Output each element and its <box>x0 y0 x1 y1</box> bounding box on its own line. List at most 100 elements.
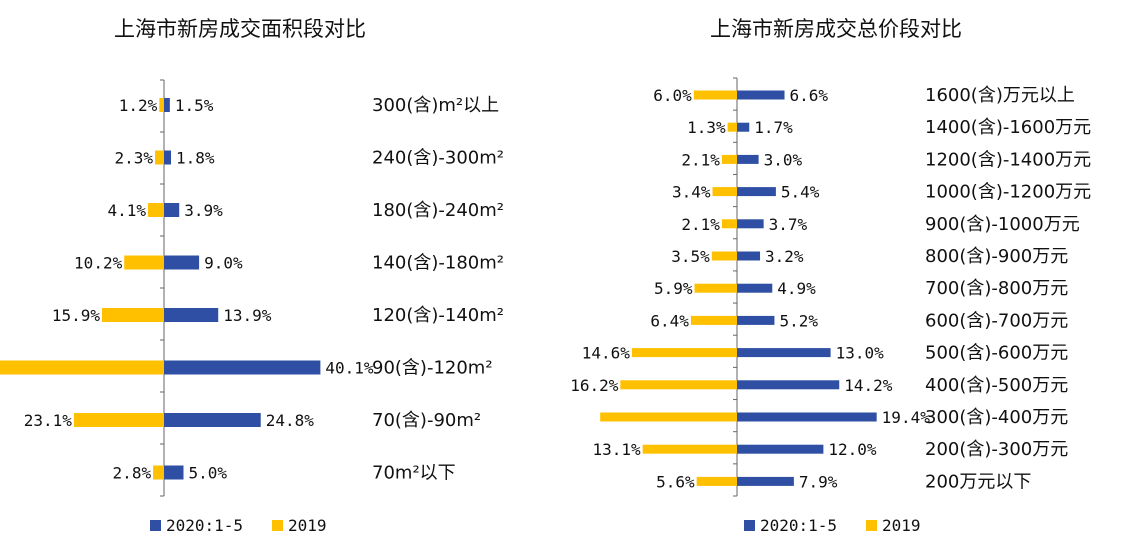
value-label-2019: 3.5% <box>671 247 710 266</box>
value-label-2019: 6.0% <box>653 86 692 105</box>
bar-2019 <box>693 90 737 100</box>
bar-2020 <box>164 465 184 480</box>
value-label-2019: 15.9% <box>52 306 101 325</box>
legend-label-2019: 2019 <box>288 516 327 535</box>
bar-2019 <box>711 251 737 261</box>
bar-2020 <box>164 203 180 217</box>
category-label: 180(含)-240m² <box>372 200 504 221</box>
bar-2020 <box>737 348 831 358</box>
bar-2019 <box>155 150 164 165</box>
category-label: 70(含)-90m² <box>372 410 481 431</box>
category-label: 240(含)-300m² <box>372 148 504 169</box>
bar-2019 <box>631 348 737 358</box>
value-label-2019: 10.2% <box>74 254 123 273</box>
category-label: 800(含)-900万元 <box>925 246 1068 267</box>
value-label-2019: 2.1% <box>681 150 720 169</box>
legend-swatch-2019 <box>272 520 283 531</box>
bar-2019 <box>101 308 164 322</box>
bar-2020 <box>737 380 840 390</box>
legend-label-2020: 2020:1-5 <box>166 516 243 535</box>
category-label: 1400(含)-1600万元 <box>925 117 1091 138</box>
value-label-2019: 5.9% <box>654 279 693 298</box>
category-label: 70m²以下 <box>372 463 456 484</box>
bar-2020 <box>737 412 877 422</box>
value-label-2020: 5.4% <box>781 183 820 202</box>
value-label-2020: 9.0% <box>204 254 243 273</box>
value-label-2020: 24.8% <box>266 411 315 430</box>
value-label-2020: 5.0% <box>189 464 228 483</box>
value-label-2019: 2.3% <box>114 149 153 168</box>
bar-2020 <box>737 283 773 293</box>
bar-2019 <box>642 444 737 454</box>
value-label-2019: 16.2% <box>570 376 619 395</box>
legend-swatch-2019 <box>866 520 877 531</box>
bar-2020 <box>737 444 824 454</box>
value-label-2020: 3.2% <box>765 247 804 266</box>
chart-price-title: 上海市新房成交总价段对比 <box>710 17 962 41</box>
category-label: 1200(含)-1400万元 <box>925 149 1091 170</box>
bar-2019 <box>124 255 164 270</box>
value-label-2020: 3.0% <box>764 150 803 169</box>
value-label-2020: 6.6% <box>790 86 829 105</box>
bar-2020 <box>164 98 170 112</box>
bar-2019 <box>0 360 164 375</box>
legend-swatch-2020 <box>744 520 755 531</box>
bar-2019 <box>727 122 737 132</box>
value-label-2019: 14.6% <box>582 344 631 363</box>
category-label: 90(含)-120m² <box>372 358 493 379</box>
value-label-2019: 6.4% <box>650 311 689 330</box>
bar-2019 <box>690 315 737 325</box>
value-label-2020: 5.2% <box>779 311 818 330</box>
value-label-2020: 19.4% <box>882 408 931 427</box>
bar-2019 <box>148 203 164 217</box>
legend-label-2019: 2019 <box>882 516 921 535</box>
bar-2020 <box>164 360 321 375</box>
category-label: 120(含)-140m² <box>372 305 504 326</box>
bar-2020 <box>737 90 785 100</box>
bar-2019 <box>600 412 737 422</box>
area-chart: 1.5% 1.2% 300(含)m²以上 1.8% 2.3% 240(含)-300m² 3.… <box>0 79 504 535</box>
value-label-2020: 13.9% <box>223 306 272 325</box>
category-label: 900(含)-1000万元 <box>925 214 1080 235</box>
category-label: 1000(含)-1200万元 <box>925 182 1091 203</box>
bar-2020 <box>737 251 761 261</box>
price-chart: 6.6% 6.0% 1600(含)万元以上 1.7% 1.3% 1400(含)-1600万… <box>570 77 1091 535</box>
value-label-2020: 3.7% <box>769 215 808 234</box>
value-label-2019: 13.1% <box>593 440 642 459</box>
value-label-2020: 12.0% <box>828 440 877 459</box>
bar-2019 <box>153 465 164 480</box>
value-label-2020: 3.9% <box>184 201 223 220</box>
bar-2019 <box>721 154 737 164</box>
bar-2019 <box>620 380 737 390</box>
category-label: 400(含)-500万元 <box>925 375 1068 396</box>
value-label-2020: 4.9% <box>777 279 816 298</box>
bar-2020 <box>164 308 219 322</box>
bar-2019 <box>73 413 164 427</box>
category-label: 500(含)-600万元 <box>925 343 1068 364</box>
bar-2019 <box>721 219 737 229</box>
chart-area-title: 上海市新房成交面积段对比 <box>114 17 366 41</box>
bar-2020 <box>164 255 200 270</box>
category-label: 300(含)m²以上 <box>372 95 499 116</box>
value-label-2019: 1.2% <box>119 96 158 115</box>
value-label-2019: 23.1% <box>24 411 73 430</box>
value-label-2019: 3.4% <box>672 183 711 202</box>
legend-swatch-2020 <box>150 520 161 531</box>
value-label-2020: 40.1% <box>325 359 374 378</box>
value-label-2020: 1.8% <box>176 149 215 168</box>
bar-2019 <box>712 187 737 197</box>
category-label: 200(含)-300万元 <box>925 439 1068 460</box>
value-label-2019: 4.1% <box>107 201 146 220</box>
bar-2020 <box>737 122 750 132</box>
category-label: 1600(含)万元以上 <box>925 85 1075 106</box>
bar-2020 <box>737 315 775 325</box>
category-label: 600(含)-700万元 <box>925 310 1068 331</box>
value-label-2020: 1.7% <box>754 118 793 137</box>
value-label-2019: 5.6% <box>656 472 695 491</box>
bar-2020 <box>164 150 172 165</box>
category-label: 140(含)-180m² <box>372 253 504 274</box>
value-label-2019: 1.3% <box>687 118 726 137</box>
bar-2020 <box>737 219 764 229</box>
value-label-2019: 2.1% <box>681 215 720 234</box>
